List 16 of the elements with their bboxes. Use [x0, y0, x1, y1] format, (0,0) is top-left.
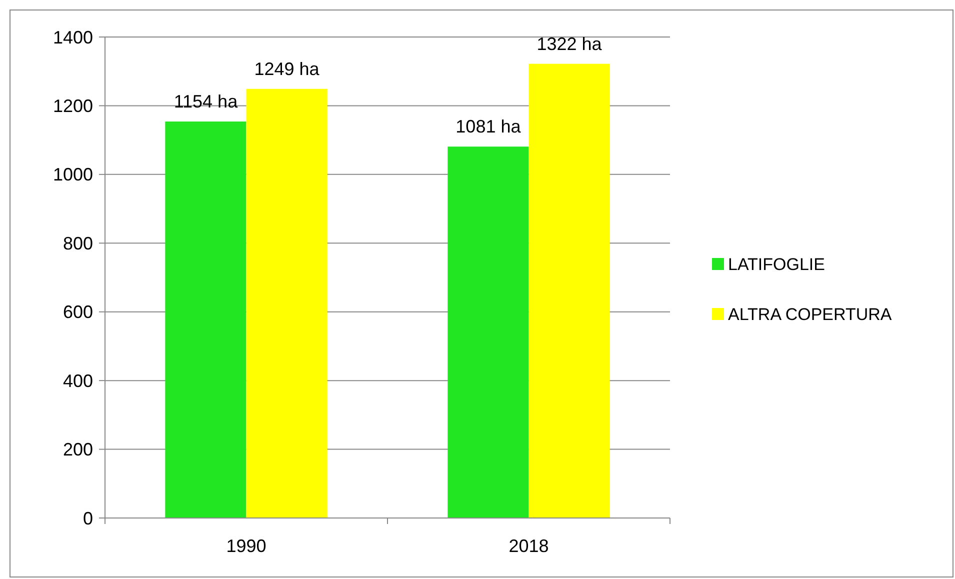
data-label: 1154 ha [174, 92, 239, 112]
legend-label: ALTRA COPERTURA [728, 304, 892, 324]
y-tick-label: 1400 [52, 27, 93, 48]
y-tick-label: 1000 [52, 164, 93, 185]
y-tick-label: 200 [62, 440, 93, 460]
data-label: 1249 ha [254, 58, 320, 79]
x-tick-label: 1990 [226, 536, 266, 556]
y-tick-label: 600 [62, 302, 93, 322]
y-tick-label: 1200 [52, 96, 93, 116]
y-tick-label: 0 [82, 508, 93, 528]
legend-label: LATIFOGLIE [728, 254, 825, 274]
x-tick-label: 2018 [508, 536, 549, 556]
y-tick-label: 800 [62, 233, 93, 254]
data-label: 1081 ha [456, 116, 522, 137]
y-tick-label: 400 [62, 370, 93, 391]
data-label: 1322 ha [536, 34, 603, 54]
